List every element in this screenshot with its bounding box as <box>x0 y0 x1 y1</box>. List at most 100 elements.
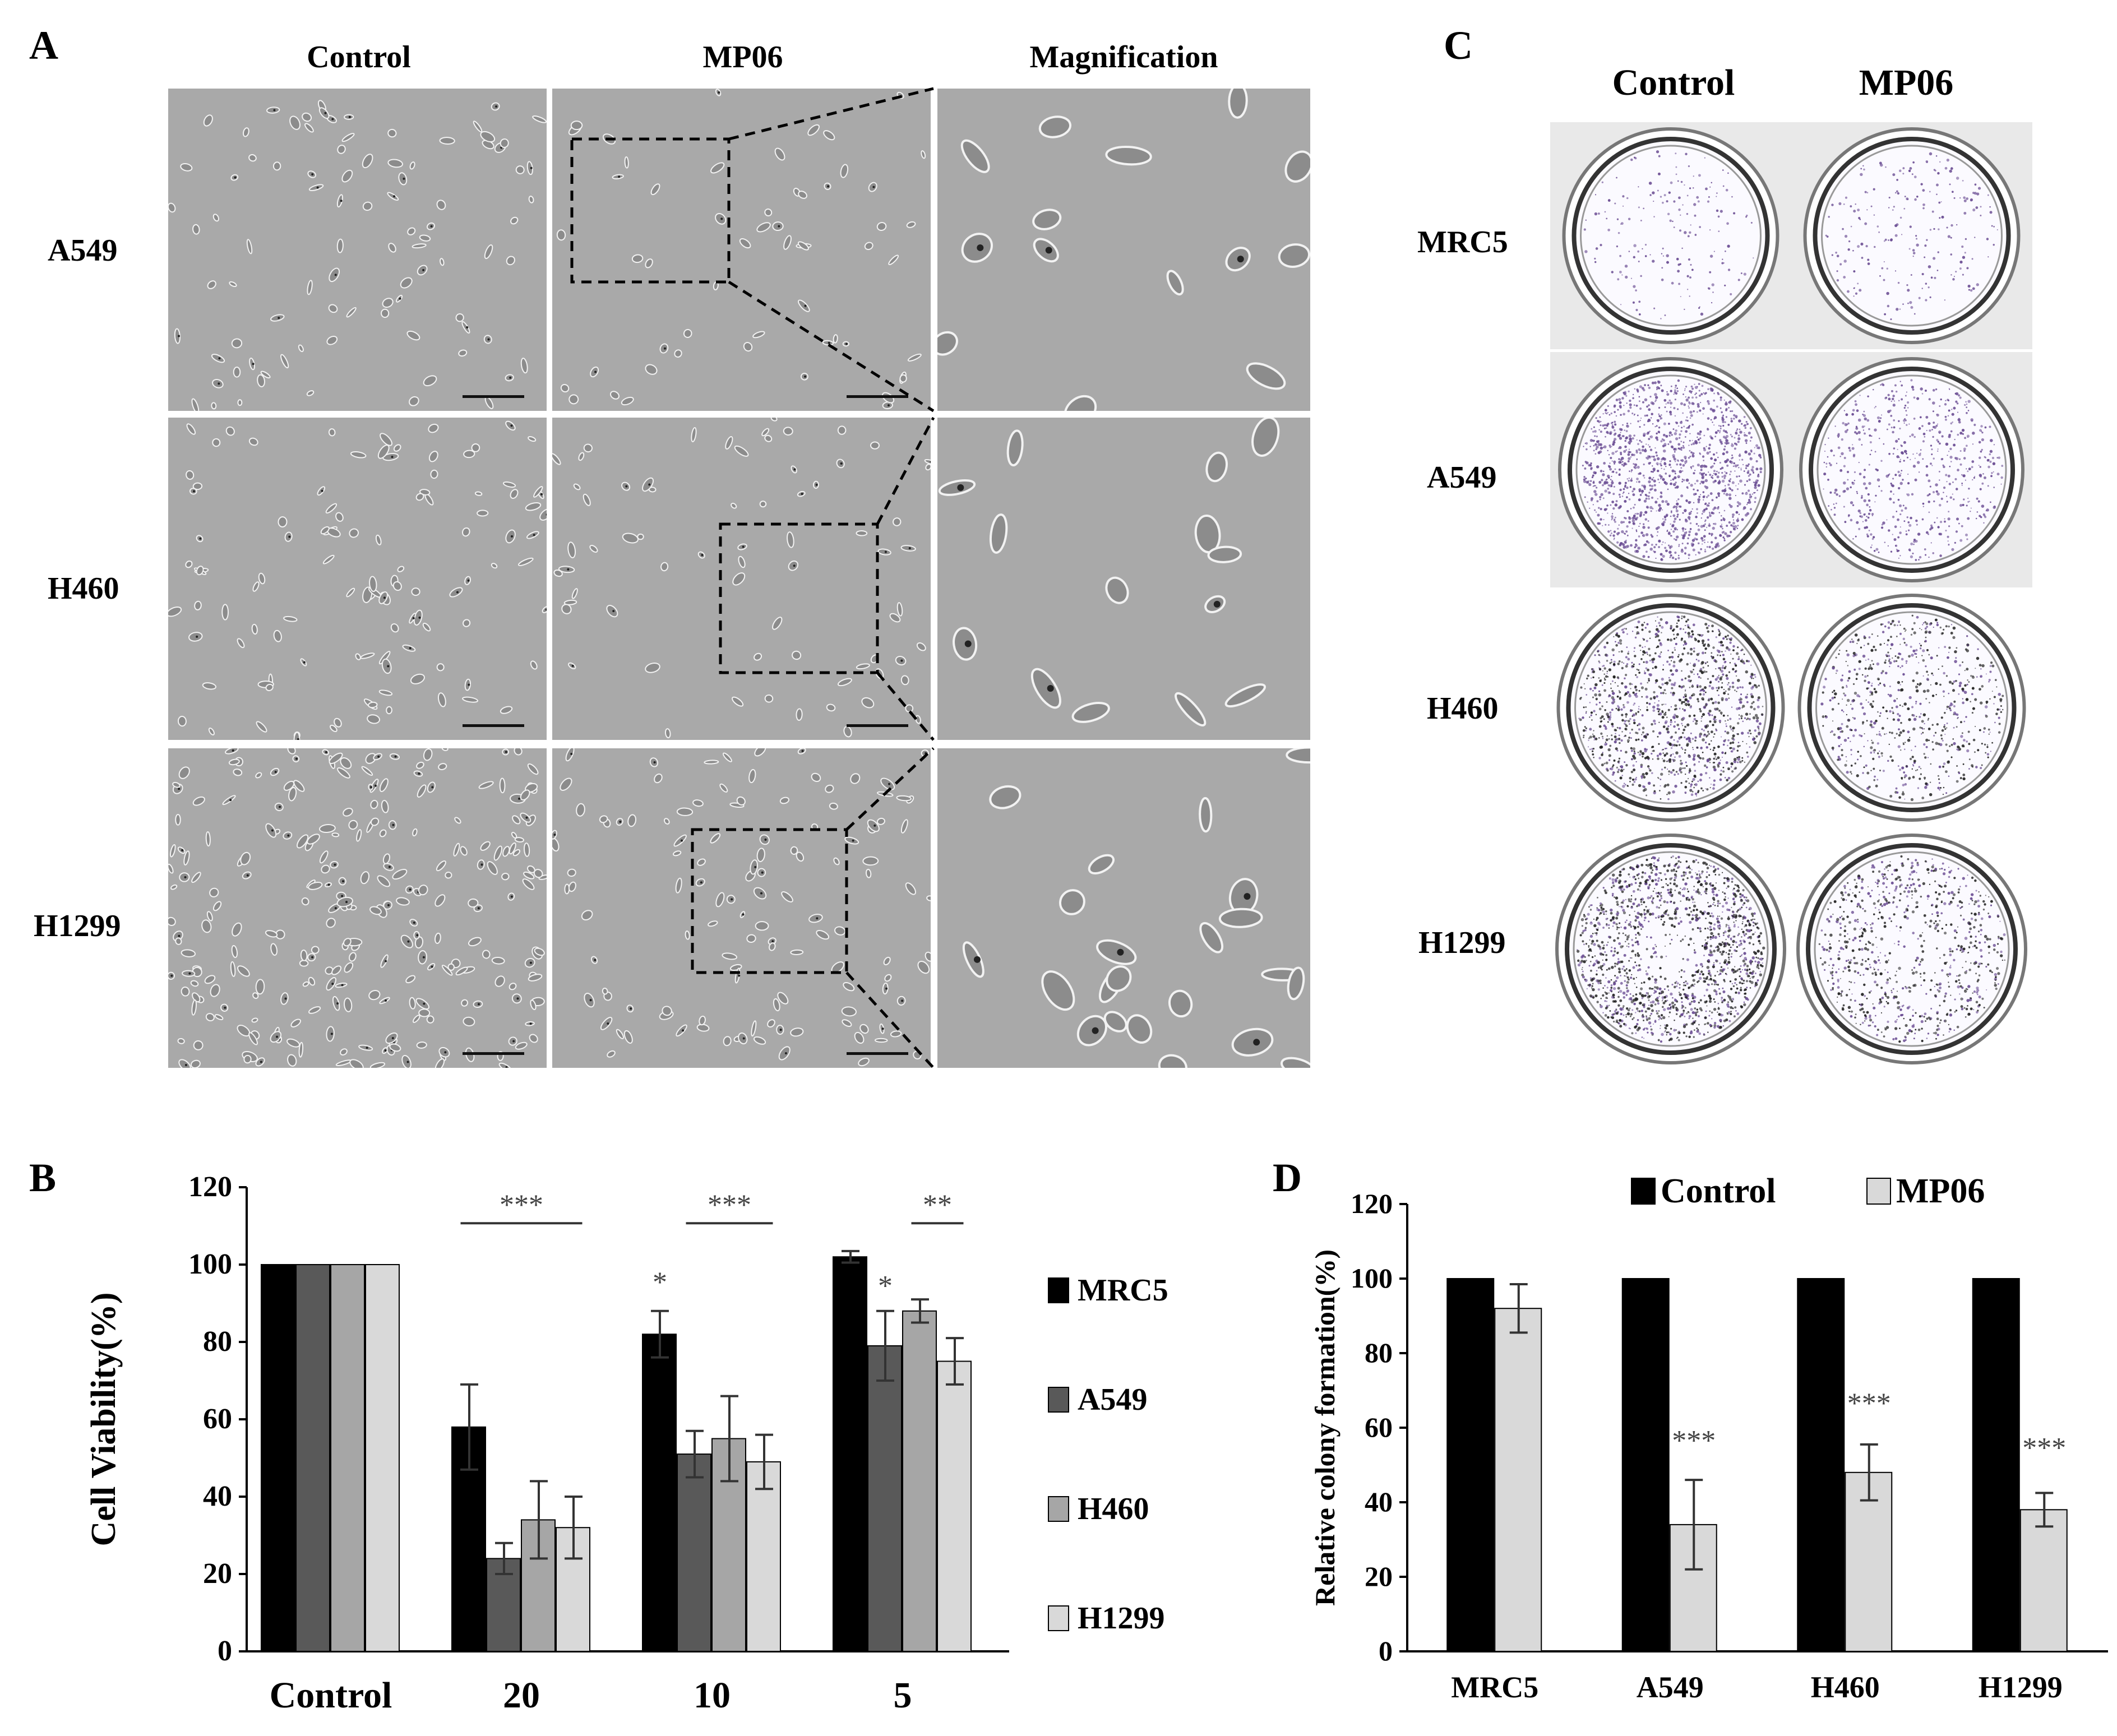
chart-d-colony-formation: 0 20 40 60 80 100 120 Relative colony formation… <box>1309 1172 2108 1704</box>
bar-h460-0 <box>330 1264 365 1652</box>
panel-c-col-control: Control <box>1612 62 1735 103</box>
bar-a549-2 <box>677 1453 711 1652</box>
bar-mrc5-0 <box>261 1264 295 1652</box>
bar-mrc5-2 <box>642 1334 677 1652</box>
panel-c-row-a549: A549 <box>1427 460 1497 495</box>
significance-label: * <box>653 1266 667 1298</box>
y-tick-label: 40 <box>1365 1486 1393 1517</box>
significance-label: ** <box>923 1189 952 1221</box>
micrograph-h1299-mp06 <box>552 748 931 1068</box>
y-tick-label: 60 <box>203 1403 232 1435</box>
micrograph-a549-magnification <box>937 89 1310 411</box>
zoom-box-1 <box>719 522 879 674</box>
panel-a-col-control: Control <box>307 40 411 75</box>
panel-c-col-mp06: MP06 <box>1859 62 1954 103</box>
legend-swatch-mrc5 <box>1048 1277 1069 1303</box>
colony-plate-h1299-control <box>1550 828 1791 1070</box>
legend-swatch-h460 <box>1048 1496 1069 1522</box>
micrograph-h1299-magnification <box>937 748 1310 1068</box>
panel-a-row-h1299: H1299 <box>34 909 121 943</box>
legend-label-mp06: MP06 <box>1896 1172 1985 1210</box>
y-tick-label: 20 <box>203 1558 232 1590</box>
bar-a549-3 <box>867 1345 902 1652</box>
zoom-line-bottom-1 <box>876 672 935 741</box>
micrograph-h1299-control <box>168 748 547 1068</box>
panel-c-row-mrc5: MRC5 <box>1417 225 1508 260</box>
significance-label: *** <box>1847 1387 1891 1419</box>
x-tick-label: H1299 <box>1979 1670 2063 1704</box>
colony-plate-mrc5-mp06 <box>1791 122 2032 349</box>
y-tick-label: 100 <box>188 1248 232 1280</box>
x-tick-label: 20 <box>503 1675 540 1716</box>
colony-plate-a549-control <box>1550 352 1791 587</box>
panel-a-letter: A <box>29 23 58 68</box>
bar-h1299-0 <box>365 1264 400 1652</box>
colony-plate-mrc5-control <box>1550 122 1791 349</box>
x-tick-label: MRC5 <box>1451 1670 1538 1704</box>
significance-label: *** <box>1672 1425 1716 1457</box>
y-tick-label: 120 <box>188 1171 232 1203</box>
bar-control-2 <box>1797 1278 1845 1652</box>
legend-label-h460: H460 <box>1078 1492 1149 1526</box>
x-tick-label: H460 <box>1811 1670 1880 1704</box>
y-tick-label: 80 <box>1365 1337 1393 1368</box>
legend-label-mrc5: MRC5 <box>1078 1273 1168 1308</box>
y-axis-label: Relative colony formation(%) <box>1309 1249 1341 1606</box>
legend-swatch-mp06 <box>1866 1178 1891 1205</box>
y-tick-label: 40 <box>203 1480 232 1512</box>
legend-swatch-a549 <box>1048 1387 1069 1413</box>
y-tick-label: 20 <box>1365 1561 1393 1592</box>
legend-label-control: Control <box>1661 1172 1776 1210</box>
zoom-line-top-1 <box>876 416 935 525</box>
y-tick-label: 0 <box>1379 1635 1393 1666</box>
legend-swatch-control <box>1631 1178 1656 1205</box>
significance-label: *** <box>2022 1432 2066 1464</box>
bar-mp06-3 <box>2019 1509 2068 1652</box>
bar-h460-3 <box>902 1310 937 1652</box>
colony-plate-h460-control <box>1550 589 1791 827</box>
bar-h1299-2 <box>746 1461 781 1652</box>
y-tick-label: 0 <box>218 1635 232 1667</box>
micrograph-h460-mp06 <box>552 418 931 740</box>
panel-a-col-magnification: Magnification <box>1029 40 1218 75</box>
y-tick-label: 80 <box>203 1326 232 1358</box>
significance-label: *** <box>500 1189 543 1221</box>
panel-c-letter: C <box>1444 23 1473 68</box>
colony-plate-a549-mp06 <box>1791 352 2032 587</box>
zoom-line-bottom-0 <box>728 280 935 413</box>
panel-a-row-h460: H460 <box>48 571 119 606</box>
micrograph-h460-magnification <box>937 418 1310 740</box>
y-tick-label: 100 <box>1351 1262 1393 1294</box>
bar-control-0 <box>1446 1278 1495 1652</box>
bar-control-3 <box>1972 1278 2020 1652</box>
bar-mrc5-3 <box>833 1256 867 1652</box>
y-axis-label: Cell Viability(%) <box>85 1293 123 1547</box>
x-tick-label: 5 <box>894 1675 912 1716</box>
panel-c-row-h460: H460 <box>1427 691 1499 726</box>
bar-h1299-3 <box>937 1360 972 1652</box>
legend-swatch-h1299 <box>1048 1605 1069 1631</box>
x-tick-label: Control <box>270 1675 392 1716</box>
bar-mp06-0 <box>1494 1308 1542 1652</box>
colony-plate-h460-mp06 <box>1791 589 2032 827</box>
zoom-line-bottom-2 <box>845 971 935 1069</box>
colony-plate-h1299-mp06 <box>1791 828 2032 1070</box>
panel-b-letter: B <box>29 1155 57 1200</box>
bar-control-1 <box>1621 1278 1670 1652</box>
x-tick-label: A549 <box>1637 1670 1704 1704</box>
significance-label: *** <box>708 1189 751 1221</box>
panel-c-row-h1299: H1299 <box>1418 925 1506 960</box>
significance-label: * <box>878 1270 893 1302</box>
x-tick-label: 10 <box>694 1675 731 1716</box>
bar-a549-0 <box>295 1264 330 1652</box>
panel-a-col-mp06: MP06 <box>702 40 783 75</box>
y-tick-label: 120 <box>1351 1188 1393 1219</box>
y-tick-label: 60 <box>1365 1411 1393 1443</box>
zoom-line-top-0 <box>728 87 934 141</box>
zoom-box-0 <box>570 137 731 284</box>
legend-label-h1299: H1299 <box>1078 1601 1165 1636</box>
micrograph-h460-control <box>168 418 547 740</box>
zoom-line-top-2 <box>845 747 935 831</box>
micrograph-a549-mp06 <box>552 89 931 411</box>
